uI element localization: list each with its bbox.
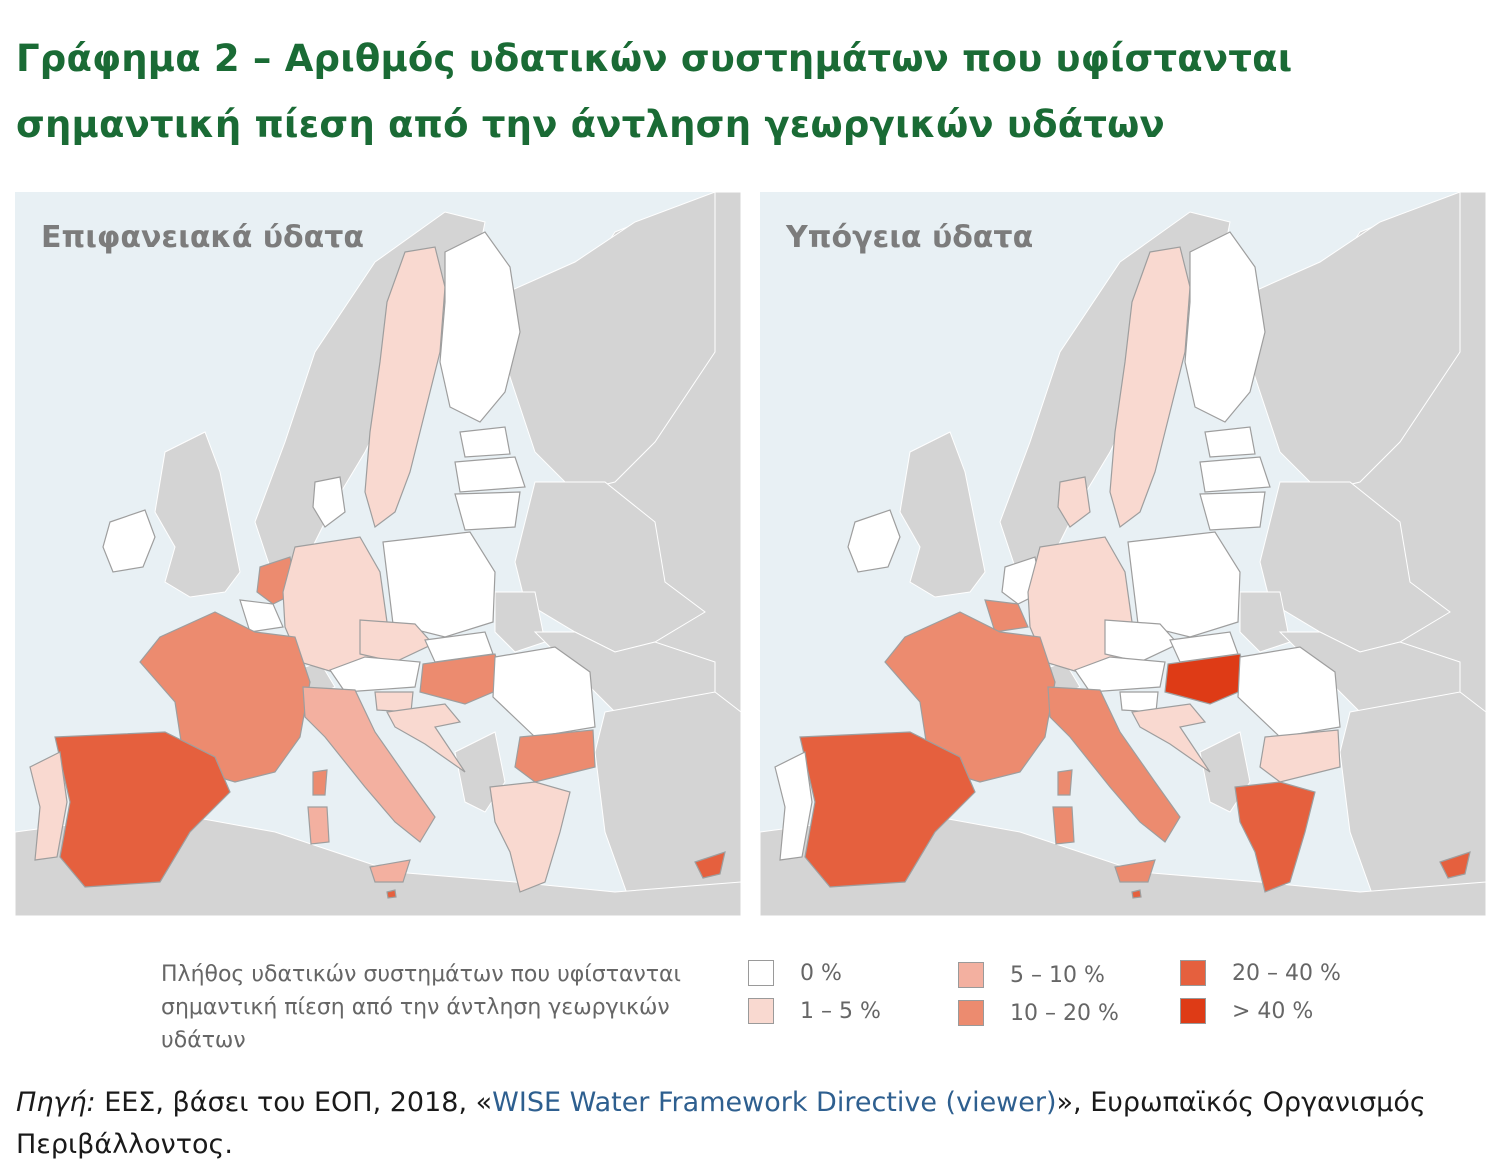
country-portugal xyxy=(29,751,68,861)
legend-label-4: 20 – 40 % xyxy=(1232,960,1341,986)
non-eu-land-3 xyxy=(899,431,986,598)
non-eu-land-10 xyxy=(15,811,741,916)
country-hungary xyxy=(1164,653,1251,705)
source-text-2: », Ευρωπαϊκός Οργανισμός Περιβάλλοντος. xyxy=(16,1087,1426,1160)
country-italy xyxy=(307,806,330,845)
country-hungary xyxy=(419,653,506,705)
non-eu-land-5 xyxy=(1239,591,1291,653)
source-note: Πηγή: ΕΕΣ, βάσει του ΕΟΠ, 2018, «WISE Wa… xyxy=(16,1082,1486,1166)
country-belgium xyxy=(239,599,284,633)
country-france xyxy=(1057,769,1073,796)
surface-water-label: Επιφανειακά ύδατα xyxy=(41,220,365,255)
non-eu-land-6 xyxy=(533,631,716,723)
chart-title: Γράφημα 2 – Αριθμός υδατικών συστημάτων … xyxy=(16,26,1476,158)
country-cyprus xyxy=(694,851,726,879)
non-eu-land-1 xyxy=(484,192,716,493)
legend-label-1: 1 – 5 % xyxy=(800,998,881,1024)
non-eu-land-7 xyxy=(594,691,741,916)
country-poland xyxy=(1127,531,1241,638)
country-czechia xyxy=(1104,619,1179,663)
country-latvia xyxy=(454,456,526,493)
title-line-2: σημαντική πίεση από την άντληση γεωργικώ… xyxy=(16,103,1165,146)
source-link[interactable]: WISE Water Framework Directive (viewer) xyxy=(492,1087,1057,1118)
country-finland xyxy=(1184,231,1266,423)
groundwater-map: Υπόγεια ύδατα xyxy=(760,192,1486,916)
non-eu-land-5 xyxy=(494,591,546,653)
country-france xyxy=(312,769,328,796)
legend-swatch-4 xyxy=(1180,960,1206,986)
country-italy xyxy=(369,859,411,883)
legend-swatch-0 xyxy=(748,960,774,986)
country-italy xyxy=(1047,686,1181,843)
country-portugal xyxy=(774,751,813,861)
legend-item-3: 10 – 20 % xyxy=(958,1000,1119,1026)
country-france xyxy=(139,611,311,783)
country-belgium xyxy=(984,599,1029,633)
country-italy xyxy=(1052,806,1075,845)
legend-label-5: > 40 % xyxy=(1232,998,1314,1024)
legend-item-0: 0 % xyxy=(748,960,842,986)
country-bulgaria xyxy=(1259,729,1341,783)
non-eu-land-3 xyxy=(154,431,241,598)
legend-swatch-5 xyxy=(1180,998,1206,1024)
country-greece xyxy=(1234,781,1316,893)
country-malta xyxy=(386,889,397,899)
legend-description: Πλήθος υδατικών συστημάτων που υφίσταντα… xyxy=(161,962,681,1053)
country-cyprus xyxy=(1439,851,1471,879)
country-finland xyxy=(439,231,521,423)
country-italy xyxy=(302,686,436,843)
title-line-1: Γράφημα 2 – Αριθμός υδατικών συστημάτων … xyxy=(16,37,1293,80)
legend-swatch-3 xyxy=(958,1000,984,1026)
non-eu-land-10 xyxy=(760,811,1486,916)
groundwater-map-svg xyxy=(760,192,1486,916)
country-romania xyxy=(492,646,596,738)
country-estonia xyxy=(1204,426,1256,458)
legend-item-5: > 40 % xyxy=(1180,998,1313,1024)
legend-item-1: 1 – 5 % xyxy=(748,998,881,1024)
country-greece xyxy=(489,781,571,893)
surface-water-map-svg xyxy=(15,192,741,916)
non-eu-land-7 xyxy=(1339,691,1486,916)
country-malta xyxy=(1131,889,1142,899)
legend-swatch-1 xyxy=(748,998,774,1024)
legend-item-2: 5 – 10 % xyxy=(958,962,1105,988)
source-text-1: ΕΕΣ, βάσει του ΕΟΠ, 2018, « xyxy=(95,1087,493,1118)
country-lithuania xyxy=(1199,491,1266,531)
surface-water-map: Επιφανειακά ύδατα xyxy=(15,192,741,916)
country-france xyxy=(884,611,1056,783)
country-austria xyxy=(1074,656,1166,693)
country-bulgaria xyxy=(514,729,596,783)
country-croatia xyxy=(386,703,466,773)
country-latvia xyxy=(1199,456,1271,493)
country-czechia xyxy=(359,619,434,663)
legend-label-3: 10 – 20 % xyxy=(1010,1000,1119,1026)
legend-swatch-2 xyxy=(958,962,984,988)
groundwater-label: Υπόγεια ύδατα xyxy=(786,220,1034,255)
legend-item-4: 20 – 40 % xyxy=(1180,960,1341,986)
country-spain xyxy=(54,731,231,888)
country-poland xyxy=(382,531,496,638)
country-croatia xyxy=(1131,703,1211,773)
country-lithuania xyxy=(454,491,521,531)
country-austria xyxy=(329,656,421,693)
country-romania xyxy=(1237,646,1341,738)
legend-label-2: 5 – 10 % xyxy=(1010,962,1105,988)
source-prefix: Πηγή: xyxy=(16,1087,96,1118)
legend-label-0: 0 % xyxy=(800,960,842,986)
non-eu-land-6 xyxy=(1278,631,1461,723)
country-italy xyxy=(1114,859,1156,883)
country-denmark xyxy=(312,476,346,528)
country-estonia xyxy=(459,426,511,458)
country-ireland xyxy=(102,509,156,573)
country-ireland xyxy=(847,509,901,573)
non-eu-land-1 xyxy=(1229,192,1461,493)
country-spain xyxy=(799,731,976,888)
country-denmark xyxy=(1057,476,1091,528)
